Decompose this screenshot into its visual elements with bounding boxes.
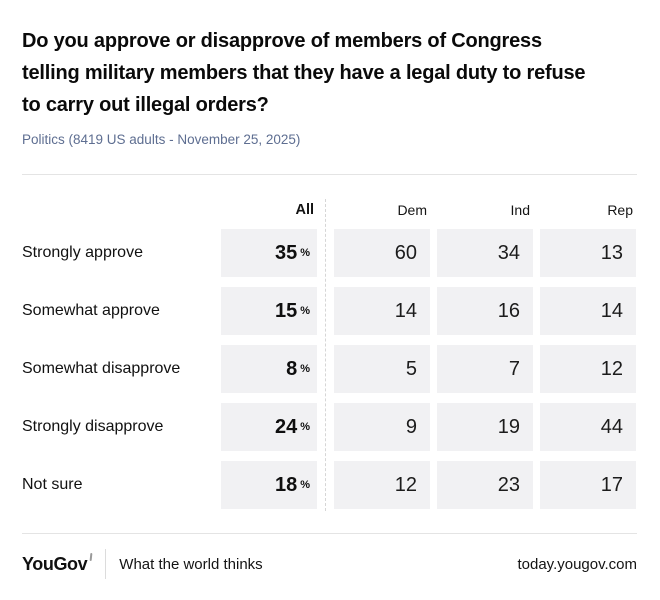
percent-sign: % — [300, 363, 310, 375]
top-divider — [22, 174, 637, 175]
cell-dem: 9 — [334, 403, 430, 451]
row-label: Somewhat approve — [22, 302, 160, 319]
table-row: Somewhat approve 15% 14 16 14 — [22, 287, 637, 335]
cell-rep: 14 — [540, 287, 636, 335]
percent-sign: % — [300, 305, 310, 317]
cell-rep: 12 — [540, 345, 636, 393]
column-header-rep: Rep — [607, 202, 633, 218]
dashed-column-separator — [325, 199, 326, 511]
table-header-row: All Dem Ind Rep — [22, 202, 637, 219]
row-label: Not sure — [22, 476, 83, 493]
table-row: Strongly approve 35% 60 34 13 — [22, 229, 637, 277]
cell-all: 18% — [221, 461, 317, 509]
title-line-2: telling military members that they have … — [22, 62, 586, 84]
cell-ind: 7 — [437, 345, 533, 393]
percent-sign: % — [300, 421, 310, 433]
column-header-ind: Ind — [510, 202, 530, 218]
cell-rep: 13 — [540, 229, 636, 277]
row-label: Somewhat disapprove — [22, 360, 181, 377]
column-header-all: All — [295, 202, 314, 218]
cell-ind: 16 — [437, 287, 533, 335]
cell-all: 15% — [221, 287, 317, 335]
cell-dem: 12 — [334, 461, 430, 509]
cell-dem: 5 — [334, 345, 430, 393]
cell-ind: 19 — [437, 403, 533, 451]
cell-all-value: 24 — [274, 415, 298, 438]
row-label: Strongly disapprove — [22, 418, 164, 435]
cell-all-value: 35 — [274, 241, 298, 264]
column-header-dem: Dem — [397, 202, 427, 218]
footer-url-link[interactable]: today.yougov.com — [517, 555, 637, 573]
cell-all: 35% — [221, 229, 317, 277]
trademark-tick-icon — [89, 552, 93, 562]
cell-rep: 44 — [540, 403, 636, 451]
title-line-1: Do you approve or disapprove of members … — [22, 30, 542, 52]
table-row: Strongly disapprove 24% 9 19 44 — [22, 403, 637, 451]
table-row: Not sure 18% 12 23 17 — [22, 461, 637, 509]
cell-all-value: 8 — [286, 357, 298, 380]
title-line-3: to carry out illegal orders? — [22, 94, 269, 116]
cell-all-value: 15 — [274, 299, 298, 322]
percent-sign: % — [300, 247, 310, 259]
page-title: Do you approve or disapprove of members … — [22, 25, 637, 121]
table-row: Somewhat disapprove 8% 5 7 12 — [22, 345, 637, 393]
cell-all: 24% — [221, 403, 317, 451]
cell-all: 8% — [221, 345, 317, 393]
footer-vertical-divider — [105, 549, 107, 579]
percent-sign: % — [300, 479, 310, 491]
cell-ind: 23 — [437, 461, 533, 509]
cell-dem: 14 — [334, 287, 430, 335]
cell-dem: 60 — [334, 229, 430, 277]
yougov-logo-text: YouGov — [22, 554, 88, 574]
cell-all-value: 18 — [274, 473, 298, 496]
footer-divider — [22, 533, 637, 534]
footer: YouGov What the world thinks today.yougo… — [22, 548, 637, 580]
poll-meta-subtitle: Politics (8419 US adults - November 25, … — [22, 132, 301, 147]
cell-rep: 17 — [540, 461, 636, 509]
row-label: Strongly approve — [22, 244, 143, 261]
footer-tagline: What the world thinks — [119, 555, 263, 573]
cell-ind: 34 — [437, 229, 533, 277]
results-table: All Dem Ind Rep Strongly approve 35% 60 … — [22, 199, 637, 511]
yougov-logo: YouGov — [22, 552, 93, 575]
